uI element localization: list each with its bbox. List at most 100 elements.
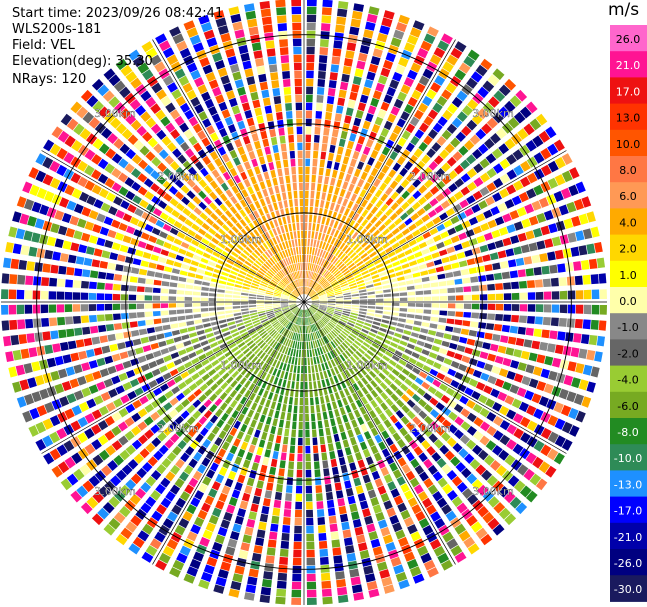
range-gate [221,328,229,333]
range-gate [295,95,302,103]
range-gate [212,373,220,381]
range-gate [428,386,437,394]
range-gate [386,398,394,406]
range-gate [112,242,121,250]
range-gate [399,287,407,291]
range-gate [261,506,269,515]
range-gate [81,316,89,324]
range-gate [376,303,384,306]
range-gate [100,261,109,269]
range-gate [217,307,225,310]
range-gate [262,139,269,147]
range-gate [431,345,440,352]
range-gate [260,198,266,206]
range-gate [584,290,592,299]
range-gate [76,339,85,348]
range-gate [315,477,321,485]
range-ring-label: 1.00km [346,233,388,246]
range-gate [315,199,319,207]
range-gate [581,334,590,344]
range-gate [105,314,113,321]
range-gate [340,514,348,523]
range-gate [510,326,518,334]
range-gate [293,39,302,47]
range-gate [375,406,383,415]
range-gate [225,386,233,394]
range-gate [379,413,387,422]
range-gate [253,184,260,192]
range-gate [318,517,326,525]
range-gate [519,316,527,324]
range-gate [360,189,367,197]
range-gate [218,493,227,502]
range-gate [305,382,308,390]
range-gate [226,220,234,228]
range-gate [436,332,444,338]
range-gate [254,488,262,497]
range-gate [311,191,315,199]
range-gate [396,328,404,333]
range-gate [113,294,121,300]
range-gate [324,476,331,484]
range-gate [316,373,320,381]
range-gate [480,223,489,232]
range-gate [271,401,277,409]
range-gate [320,200,325,208]
range-gate [581,260,590,270]
range-gate [63,354,72,363]
range-gate [292,175,297,183]
range-gate [451,335,459,342]
range-gate [233,438,241,447]
range-gate [518,327,526,335]
range-gate [583,275,591,285]
range-gate [337,587,347,596]
range-gate [153,288,161,293]
range-gate [464,250,473,257]
range-gate [204,271,212,276]
range-gate [552,305,560,313]
range-gate [428,330,436,336]
range-gate [430,275,438,281]
range-gate [250,312,258,315]
range-gate [235,213,242,221]
range-gate [247,118,255,127]
range-gate [426,238,435,245]
range-gate [307,47,315,55]
range-ring-label: 1.00km [220,233,262,246]
range-gate [301,366,303,374]
range-gate [310,357,313,365]
range-gate [281,63,289,71]
range-gate [291,240,294,248]
range-gate [297,223,300,231]
range-gate [322,0,332,7]
range-gate [482,254,491,262]
range-gate [202,374,210,382]
range-gate [21,349,30,359]
range-gate [405,234,413,241]
instrument-name: WLS200s-181 [12,22,101,38]
range-gate [381,102,390,111]
range-gate [301,223,304,231]
range-gate [256,115,264,124]
range-gate [337,98,345,107]
range-gate [258,123,265,132]
range-gate [290,445,295,453]
range-gate [223,83,233,92]
range-gate [215,409,223,418]
range-gate [220,402,228,410]
range-gate [227,318,235,322]
range-gate [127,247,136,255]
range-gate [491,366,500,375]
range-gate [139,269,147,276]
range-gate [320,437,325,445]
range-gate [292,422,297,430]
range-gate [297,135,303,143]
range-gate [321,404,326,412]
range-gate [356,485,364,494]
range-gate [363,29,373,38]
range-gate [316,405,320,413]
range-gate [277,476,284,484]
range-gate [424,303,432,307]
range-gate [94,347,103,355]
range-gate [66,329,74,338]
